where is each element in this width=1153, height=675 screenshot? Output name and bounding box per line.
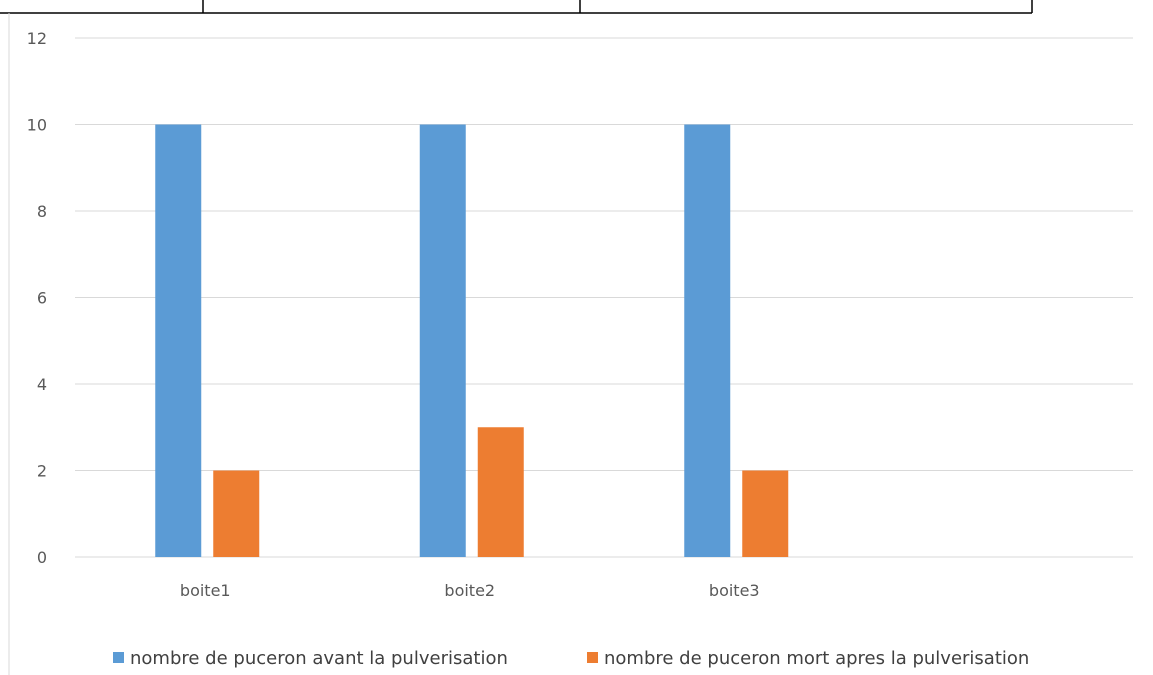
x-axis-categories: boite1 boite2 boite3 (180, 581, 760, 600)
bar-mort-boite1 (213, 470, 260, 557)
y-tick-label: 0 (37, 548, 47, 567)
legend-swatch (587, 652, 598, 663)
legend-label: nombre de puceron avant la pulverisation (130, 648, 508, 669)
bar-mort-boite2 (477, 427, 524, 557)
bar-avant-boite3 (684, 124, 731, 557)
x-category-label: boite2 (444, 581, 495, 600)
legend-label: nombre de puceron mort apres la pulveris… (604, 648, 1029, 669)
y-tick-label: 8 (37, 202, 47, 221)
y-tick-label: 6 (37, 289, 47, 308)
bar-mort-boite3 (742, 470, 789, 557)
legend-swatch (113, 652, 124, 663)
y-tick-label: 10 (27, 116, 47, 135)
y-axis-ticks: 0 2 4 6 8 10 12 (27, 29, 47, 567)
bar-avant-boite1 (155, 124, 202, 557)
y-tick-label: 2 (37, 462, 47, 481)
x-category-label: boite1 (180, 581, 231, 600)
legend: nombre de puceron avant la pulverisation… (113, 648, 1029, 669)
y-tick-label: 4 (37, 375, 47, 394)
bar-avant-boite2 (419, 124, 466, 557)
bars (155, 124, 789, 557)
x-category-label: boite3 (709, 581, 760, 600)
table-border-fragment (0, 0, 1033, 675)
y-tick-label: 12 (27, 29, 47, 48)
